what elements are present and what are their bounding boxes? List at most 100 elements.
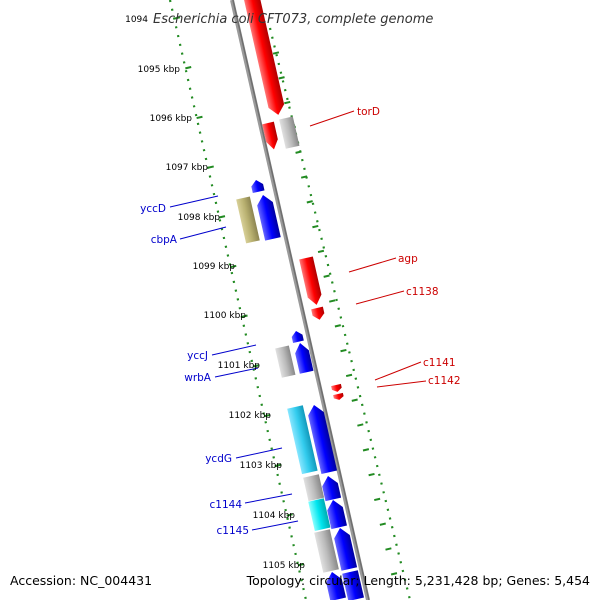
gene-box-hypothetical-3-shape bbox=[303, 474, 325, 502]
gene-arrow-c1138-shape bbox=[311, 306, 325, 320]
gene-box-olive[interactable] bbox=[236, 196, 260, 244]
gene-arrow-torD[interactable] bbox=[262, 121, 280, 151]
gene-arrow-wrbA[interactable] bbox=[293, 341, 314, 374]
gene-arrow-c1142[interactable] bbox=[333, 392, 344, 401]
gene-arrow-yccD[interactable] bbox=[250, 179, 265, 194]
gene-label-yccJ: yccJ bbox=[187, 350, 208, 362]
inner-ruler-tick bbox=[196, 115, 203, 120]
gene-box-blue-6[interactable] bbox=[342, 570, 364, 600]
inner-ruler-tick bbox=[263, 413, 271, 418]
outer-ruler-tick bbox=[379, 522, 386, 526]
gene-box-c1144[interactable] bbox=[308, 498, 331, 532]
ruler-label-1096: 1096 kbp bbox=[150, 114, 193, 124]
gene-box-c1144-shape bbox=[308, 498, 331, 532]
gene-box-hypothetical-3[interactable] bbox=[303, 474, 325, 502]
gene-arrow-agp-shape bbox=[299, 256, 322, 305]
ruler-label-1095: 1095 kbp bbox=[138, 65, 181, 75]
outer-ruler-tick bbox=[295, 150, 302, 154]
gene-box-hypothetical-2[interactable] bbox=[275, 345, 296, 378]
leader-c1138 bbox=[355, 290, 405, 305]
gene-arrow-yccD-shape bbox=[251, 180, 265, 194]
leader-wrbA bbox=[214, 367, 259, 378]
gene-label-wrbA: wrbA bbox=[184, 372, 212, 384]
leader-c1141 bbox=[374, 361, 422, 381]
outer-ruler-tick bbox=[334, 324, 341, 328]
gene-arrow-blue-5[interactable] bbox=[324, 570, 346, 600]
gene-label-c1145: c1145 bbox=[217, 525, 250, 537]
gene-label-yccD: yccD bbox=[140, 203, 166, 215]
map-title: Escherichia coli CFT073, complete genome bbox=[153, 12, 433, 27]
gene-arrow-agp[interactable] bbox=[299, 256, 323, 306]
gene-label-ycdG: ycdG bbox=[205, 453, 232, 465]
outer-ruler-tick bbox=[351, 398, 358, 402]
gene-arrow-forward-upper[interactable] bbox=[242, 0, 286, 117]
gene-box-hypothetical-2-shape bbox=[275, 345, 296, 378]
ruler-label-1094: 1094 bbox=[125, 15, 148, 25]
gene-label-agp: agp bbox=[398, 253, 418, 265]
gene-box-hypothetical-4[interactable] bbox=[314, 529, 339, 573]
gene-arrow-blue-1[interactable] bbox=[306, 403, 338, 475]
gene-arrow-blue-2-shape bbox=[322, 476, 342, 502]
leader-cbpA bbox=[179, 226, 227, 240]
ruler-label-1104: 1104 kbp bbox=[253, 511, 296, 521]
outer-ruler-tick bbox=[329, 299, 336, 303]
ruler-label-1105: 1105 kbp bbox=[263, 561, 306, 571]
accession-text: Accession: NC_004431 bbox=[10, 573, 153, 588]
backbone-inner bbox=[232, 0, 370, 600]
gene-arrow-blue-4[interactable] bbox=[332, 526, 358, 571]
gene-box-hypothetical-1[interactable] bbox=[279, 116, 300, 149]
outer-ruler-tick bbox=[368, 472, 375, 477]
ruler-label-1101: 1101 kbp bbox=[218, 361, 261, 371]
gene-arrow-c1142-shape bbox=[333, 392, 344, 400]
outer-ruler-tick bbox=[317, 249, 325, 254]
outer-ruler-tick bbox=[345, 373, 353, 378]
inner-ruler-tick bbox=[275, 463, 282, 467]
ruler-label-1098: 1098 kbp bbox=[178, 213, 221, 223]
inner-ruler-tick bbox=[218, 215, 226, 219]
outer-ruler-tick bbox=[340, 348, 347, 353]
gene-arrow-c1141[interactable] bbox=[331, 383, 342, 393]
gene-label-c1144: c1144 bbox=[210, 499, 243, 511]
gene-arrow-blue-1-shape bbox=[308, 405, 338, 475]
leader-yccD bbox=[169, 195, 219, 208]
outer-ruler-tick bbox=[357, 423, 364, 427]
ruler-label-1103: 1103 kbp bbox=[240, 461, 283, 471]
outer-ruler-tick bbox=[278, 76, 285, 80]
backbone-outer bbox=[230, 0, 370, 600]
inner-ruler-tick bbox=[241, 314, 248, 318]
gene-box-ycdG[interactable] bbox=[287, 405, 318, 475]
topology-text: Topology: circular; Length: 5,231,428 bp… bbox=[246, 573, 590, 588]
outer-ruler-tick bbox=[312, 224, 319, 229]
gene-arrow-yccJ-shape bbox=[291, 331, 304, 343]
gene-arrow-yccJ[interactable] bbox=[291, 330, 304, 343]
gene-arrow-cbpA[interactable] bbox=[255, 193, 281, 241]
outer-ruler-tick bbox=[385, 547, 392, 551]
outer-ruler-tick bbox=[284, 100, 291, 105]
gene-label-cbpA: cbpA bbox=[151, 234, 178, 246]
leader-ycdG bbox=[235, 447, 283, 459]
leader-torD bbox=[309, 110, 355, 127]
leader-c1144 bbox=[244, 493, 293, 504]
leader-agp bbox=[348, 257, 397, 273]
gene-arrow-blue-5-shape bbox=[326, 572, 346, 600]
inner-ruler-tick bbox=[207, 165, 214, 169]
gene-arrow-blue-3-shape bbox=[327, 500, 347, 530]
gene-box-hypothetical-1-shape bbox=[279, 116, 300, 149]
gene-box-blue-6-shape bbox=[342, 570, 364, 600]
gene-arrow-cbpA-shape bbox=[257, 195, 281, 241]
gene-box-ycdG-shape bbox=[287, 405, 318, 475]
gene-arrow-blue-2[interactable] bbox=[320, 474, 342, 502]
ruler-label-1099: 1099 kbp bbox=[193, 262, 236, 272]
gene-box-olive-shape bbox=[236, 196, 260, 244]
gene-arrow-blue-3[interactable] bbox=[325, 498, 347, 530]
gene-box-hypothetical-4-shape bbox=[314, 529, 339, 573]
gene-arrow-c1138[interactable] bbox=[311, 306, 325, 321]
inner-ruler-tick bbox=[173, 16, 181, 20]
inner-ruler-tick bbox=[185, 66, 192, 70]
outer-ruler-tick bbox=[306, 200, 313, 204]
ruler-ticks bbox=[173, 16, 398, 576]
leader-c1145 bbox=[251, 520, 299, 531]
ruler-label-1102: 1102 kbp bbox=[229, 411, 272, 421]
gene-arrow-wrbA-shape bbox=[295, 343, 314, 374]
gene-label-torD: torD bbox=[357, 106, 380, 118]
